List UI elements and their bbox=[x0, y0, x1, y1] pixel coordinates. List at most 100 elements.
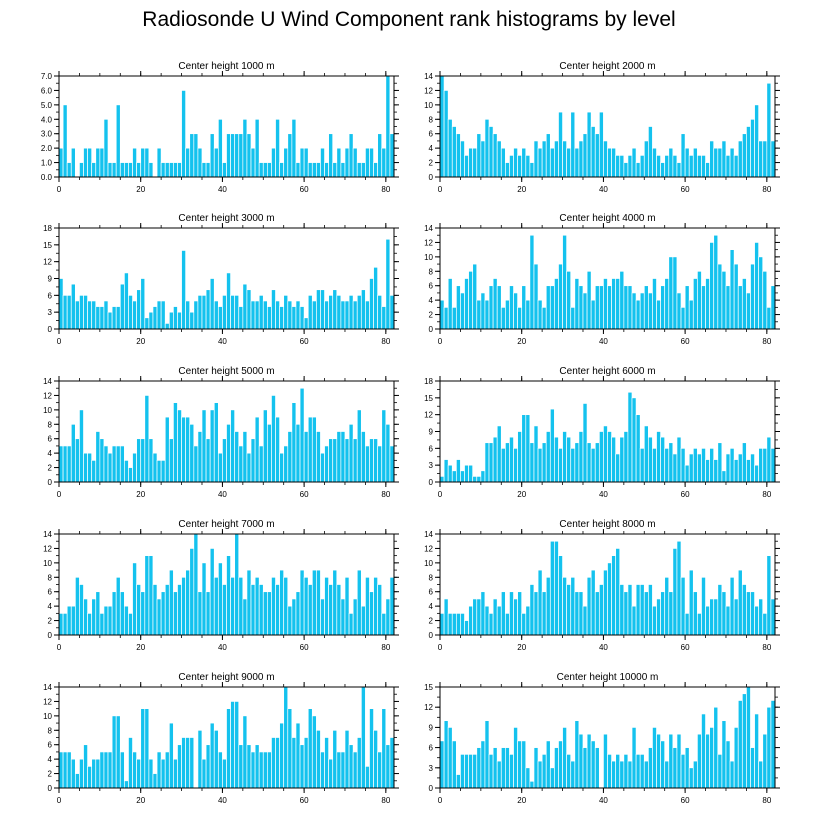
histogram-bar bbox=[652, 278, 657, 330]
histogram-bar bbox=[590, 299, 596, 330]
histogram-bar bbox=[83, 452, 88, 483]
histogram-bar bbox=[389, 133, 395, 178]
histogram-bar bbox=[717, 753, 723, 789]
histogram-bar bbox=[258, 445, 264, 483]
y-tick-label: 6 bbox=[429, 282, 434, 291]
histogram-bar bbox=[279, 722, 285, 789]
histogram-bar bbox=[500, 447, 506, 483]
histogram-bar bbox=[185, 737, 191, 789]
x-tick-label: 40 bbox=[599, 643, 608, 652]
histogram-bar bbox=[725, 605, 731, 636]
histogram-bar bbox=[725, 453, 731, 483]
histogram-bar bbox=[607, 753, 612, 789]
y-tick-label: 0 bbox=[429, 478, 434, 487]
histogram-bar bbox=[369, 591, 374, 636]
histogram-bar bbox=[627, 760, 633, 789]
y-tick-label: 4 bbox=[429, 602, 434, 611]
histogram-bar bbox=[91, 758, 97, 789]
histogram-bar bbox=[762, 733, 768, 789]
histogram-bar bbox=[488, 613, 494, 636]
histogram-bar bbox=[95, 758, 101, 789]
y-tick-label: 6 bbox=[48, 741, 53, 750]
histogram-bar bbox=[701, 155, 706, 178]
histogram-bar bbox=[79, 758, 84, 789]
histogram-bar bbox=[70, 147, 76, 178]
histogram-panel: Center height 2000 m 0 2 4 6 8 10 12 14 0 20 40 60 80 bbox=[424, 61, 780, 194]
histogram-bar bbox=[246, 569, 252, 636]
histogram-bar bbox=[79, 162, 84, 178]
histogram-bar bbox=[705, 162, 710, 178]
histogram-bar bbox=[737, 285, 743, 330]
histogram-bar bbox=[505, 747, 510, 789]
histogram-bar bbox=[283, 576, 289, 636]
histogram-bar bbox=[635, 162, 641, 178]
histogram-bar bbox=[381, 147, 387, 178]
histogram-bar bbox=[369, 278, 374, 330]
histogram-bar bbox=[344, 438, 350, 483]
histogram-bar bbox=[385, 423, 391, 483]
histogram-bar bbox=[58, 613, 64, 636]
histogram-bar bbox=[692, 447, 698, 483]
histogram-bar bbox=[177, 162, 182, 178]
histogram-bar bbox=[74, 438, 80, 483]
histogram-bar bbox=[741, 278, 747, 330]
histogram-bar bbox=[58, 751, 64, 789]
histogram-bar bbox=[709, 447, 715, 483]
histogram-bar bbox=[737, 453, 743, 483]
histogram-bar bbox=[447, 278, 453, 330]
histogram-bar bbox=[701, 285, 706, 330]
histogram-bar bbox=[87, 452, 93, 483]
histogram-bar bbox=[766, 706, 772, 789]
histogram-bar bbox=[496, 760, 502, 789]
histogram-bar bbox=[746, 459, 751, 483]
histogram-bar bbox=[615, 155, 621, 178]
histogram-bar bbox=[115, 104, 121, 178]
histogram-bar bbox=[115, 576, 121, 636]
histogram-bar bbox=[279, 306, 285, 330]
histogram-bar bbox=[701, 713, 706, 789]
y-tick-label: 8 bbox=[429, 267, 434, 276]
histogram-bar bbox=[316, 431, 321, 483]
histogram-bar bbox=[639, 155, 645, 178]
histogram-bar bbox=[713, 147, 719, 178]
histogram-bar bbox=[496, 425, 502, 483]
x-tick-label: 0 bbox=[438, 185, 443, 194]
histogram-bar bbox=[246, 133, 252, 178]
histogram-bar bbox=[737, 700, 743, 789]
histogram-bar bbox=[709, 140, 715, 178]
y-tick-label: 12 bbox=[43, 697, 52, 706]
histogram-bar bbox=[652, 147, 657, 178]
histogram-bar bbox=[517, 740, 523, 789]
histogram-bar bbox=[377, 751, 383, 789]
histogram-bar bbox=[185, 569, 191, 636]
histogram-bar bbox=[676, 292, 682, 330]
histogram-bar bbox=[758, 447, 764, 483]
histogram-bar bbox=[447, 727, 453, 789]
histogram-bar bbox=[721, 140, 727, 178]
histogram-bar bbox=[721, 270, 727, 330]
x-tick-label: 40 bbox=[599, 337, 608, 346]
histogram-bar bbox=[709, 242, 715, 330]
y-tick-label: 5.0 bbox=[41, 101, 53, 110]
histogram-bar bbox=[103, 118, 109, 178]
histogram-bar bbox=[348, 423, 354, 483]
histogram-bar bbox=[242, 283, 248, 330]
histogram-bar bbox=[766, 82, 772, 178]
histogram-bar bbox=[168, 162, 174, 178]
histogram-bar bbox=[356, 737, 362, 789]
histogram-bar bbox=[140, 438, 146, 483]
histogram-bar bbox=[283, 294, 289, 330]
histogram-bar bbox=[541, 140, 547, 178]
histogram-bar bbox=[525, 767, 531, 789]
histogram-bar bbox=[181, 250, 186, 330]
histogram-bar bbox=[287, 300, 293, 330]
histogram-bar bbox=[754, 464, 760, 483]
y-tick-label: 14 bbox=[43, 530, 52, 539]
histogram-bar bbox=[762, 270, 768, 330]
histogram-bar bbox=[635, 584, 641, 636]
histogram-bar bbox=[664, 447, 670, 483]
y-tick-label: 0.0 bbox=[41, 173, 53, 182]
histogram-bar bbox=[303, 317, 309, 330]
histogram-bar bbox=[389, 576, 395, 636]
histogram-bar bbox=[717, 442, 723, 483]
